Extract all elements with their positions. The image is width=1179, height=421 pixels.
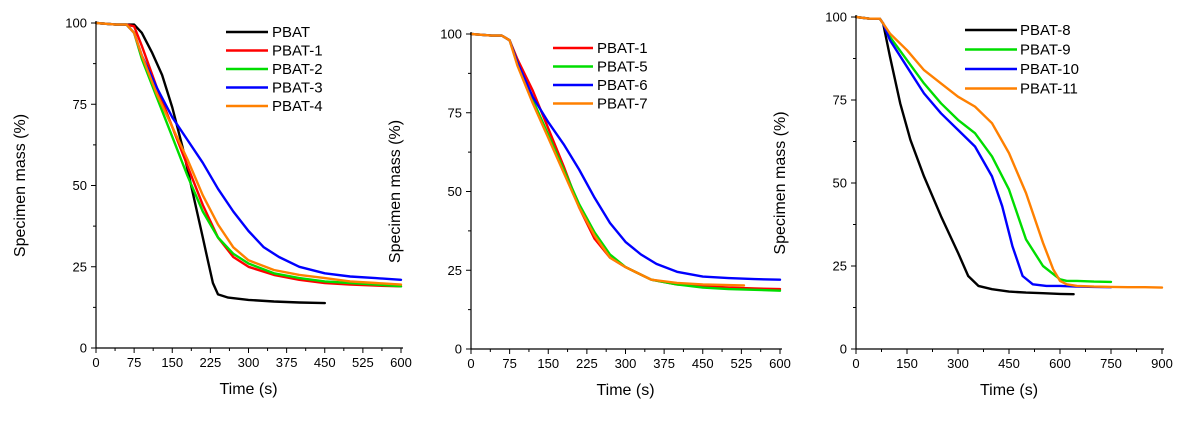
x-tick-label: 525 — [352, 355, 374, 370]
legend-label: PBAT-1 — [272, 43, 323, 60]
series-line-pbat — [94, 21, 326, 305]
x-tick-label: 900 — [1151, 356, 1173, 371]
x-tick-label: 300 — [615, 356, 637, 371]
y-tick-label: 25 — [73, 259, 87, 274]
legend-label: PBAT-7 — [597, 96, 648, 113]
legend-label: PBAT-1 — [597, 40, 648, 57]
x-tick-label: 450 — [998, 356, 1020, 371]
x-tick-label: 375 — [653, 356, 675, 371]
x-tick-label: 450 — [314, 355, 336, 370]
legend-label: PBAT-5 — [597, 59, 648, 76]
y-tick-label: 0 — [840, 342, 847, 357]
x-tick-label: 0 — [852, 356, 859, 371]
y-tick-label: 75 — [448, 105, 462, 120]
x-axis-title: Time (s) — [219, 381, 277, 398]
y-tick-label: 50 — [448, 184, 462, 199]
legend-label: PBAT-11 — [1020, 81, 1078, 98]
x-axis-title: Time (s) — [596, 382, 654, 399]
x-tick-label: 150 — [537, 356, 559, 371]
x-tick-label: 150 — [161, 355, 183, 370]
y-tick-label: 100 — [65, 16, 87, 31]
x-tick-label: 300 — [947, 356, 969, 371]
x-tick-label: 300 — [238, 355, 260, 370]
x-tick-label: 225 — [200, 355, 222, 370]
x-tick-label: 525 — [731, 356, 753, 371]
series-line-pbat-11 — [854, 15, 1164, 289]
chart-panel-2: 0 75 150 225 300 375 450 525 600 0 25 50 75 100 Time (… — [387, 27, 791, 400]
legend-label: PBAT — [272, 24, 310, 41]
legend-label: PBAT-10 — [1020, 61, 1079, 78]
x-tick-label: 150 — [896, 356, 918, 371]
x-tick-label: 600 — [769, 356, 791, 371]
y-tick-label: 50 — [833, 176, 847, 191]
y-tick-label: 100 — [440, 27, 462, 42]
y-tick-label: 25 — [448, 263, 462, 278]
x-tick-label: 600 — [390, 355, 412, 370]
series-line-pbat-4 — [94, 21, 403, 286]
y-tick-label: 0 — [455, 342, 462, 357]
series-line-pbat-10 — [854, 15, 1113, 289]
x-tick-label: 0 — [92, 355, 99, 370]
y-tick-label: 75 — [833, 93, 847, 108]
legend-label: PBAT-6 — [597, 77, 648, 94]
y-axis-title: Specimen mass (%) — [772, 111, 789, 254]
y-axis-title: Specimen mass (%) — [12, 114, 29, 257]
series-line-pbat-8 — [854, 15, 1075, 296]
x-tick-label: 375 — [276, 355, 298, 370]
legend-label: PBAT-3 — [272, 80, 323, 97]
x-tick-label: 225 — [576, 356, 598, 371]
legend-label: PBAT-9 — [1020, 42, 1071, 59]
series-line-pbat-1 — [94, 21, 403, 288]
y-tick-label: 50 — [73, 178, 87, 193]
series-line-pbat-7 — [469, 32, 746, 287]
x-axis-title: Time (s) — [980, 382, 1038, 399]
legend-label: PBAT-8 — [1020, 22, 1071, 39]
y-tick-label: 100 — [825, 10, 847, 25]
series-line-pbat-9 — [854, 15, 1113, 284]
y-axis-title: Specimen mass (%) — [387, 120, 404, 263]
x-tick-label: 0 — [467, 356, 474, 371]
y-tick-label: 0 — [80, 341, 87, 356]
chart-panel-3: 0 150 300 450 600 750 900 0 25 50 75 100 Time (s) Spe… — [772, 10, 1173, 400]
x-tick-label: 600 — [1049, 356, 1071, 371]
legend-label: PBAT-2 — [272, 61, 323, 78]
x-tick-label: 75 — [502, 356, 516, 371]
x-tick-label: 750 — [1100, 356, 1122, 371]
x-tick-label: 75 — [127, 355, 141, 370]
series-line-pbat-2 — [94, 21, 403, 288]
chart-panel-1: 0 75 150 225 300 375 450 525 600 0 25 50 75 100 Time (… — [12, 16, 412, 399]
y-tick-label: 75 — [73, 97, 87, 112]
legend-label: PBAT-4 — [272, 98, 323, 115]
y-tick-label: 25 — [833, 259, 847, 274]
x-tick-label: 450 — [692, 356, 714, 371]
